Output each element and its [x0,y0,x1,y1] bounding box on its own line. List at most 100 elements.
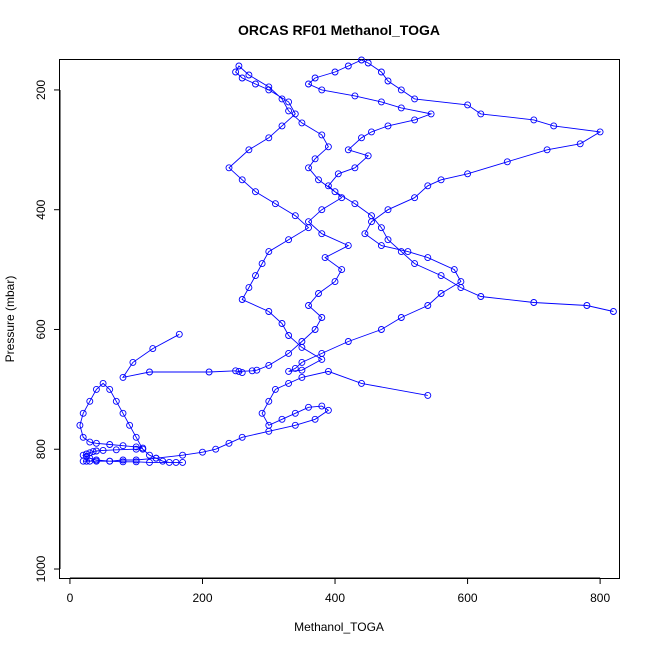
data-point [86,457,94,465]
data-point [311,155,319,163]
data-point [179,458,187,466]
data-point [245,284,253,292]
data-point [285,107,293,115]
data-point [278,122,286,130]
data-point [344,62,352,70]
data-point [232,68,240,76]
data-point [305,403,312,411]
data-point [129,358,137,366]
data-point [424,254,432,262]
data-point [235,367,243,375]
data-point [119,409,127,417]
data-point [285,236,293,244]
x-axis-label: Methanol_TOGA [294,620,384,634]
data-point [361,230,369,238]
x-tick-label: 200 [192,591,212,605]
data-point [265,248,273,256]
data-point [437,272,445,280]
data-point [265,86,273,94]
data-point [146,458,153,466]
data-point [225,439,233,447]
data-point [132,443,140,451]
data-point [179,451,187,459]
data-point [377,242,385,250]
data-point [530,299,538,306]
data-point [477,293,485,300]
data-point [238,296,246,303]
data-point [238,74,246,82]
data-point [278,415,286,423]
data-point [86,438,94,446]
data-point [338,266,346,274]
data-point [318,402,326,410]
data-point [291,212,299,220]
y-tick-label: 800 [34,439,48,459]
data-point [291,364,299,372]
data-point [384,236,392,244]
data-point [83,457,90,465]
data-point [298,119,306,127]
data-point [146,368,153,376]
y-tick-label: 1000 [34,555,48,582]
data-point [126,421,134,429]
data-point [411,194,419,202]
data-point [258,260,266,268]
data-point [397,86,405,94]
data-point [139,445,147,453]
data-point [411,95,419,103]
data-point [172,458,180,466]
data-point [411,116,419,124]
data-point [464,101,472,109]
data-point [550,122,558,130]
data-point [404,248,412,256]
series-0 [119,56,617,381]
data-point [331,278,339,286]
data-point [132,445,140,453]
data-point [106,457,114,465]
data-point [248,367,256,375]
data-point [298,358,306,366]
data-point [384,77,392,85]
series-1 [76,367,432,466]
chart-title: ORCAS RF01 Methanol_TOGA [238,22,440,38]
data-point [321,254,329,262]
data-point [411,260,419,268]
data-point [503,158,511,166]
data-point [311,74,319,82]
data-point [253,366,261,374]
data-point [324,406,332,414]
data-point [334,170,342,178]
x-tick-label: 400 [325,591,345,605]
data-point [344,146,352,154]
data-point [318,86,326,94]
data-point [576,140,584,148]
data-point [238,369,246,377]
data-point [543,146,551,154]
data-point [298,373,306,381]
data-point [159,457,167,465]
x-tick-label: 0 [67,591,74,605]
data-point [318,355,326,363]
data-point [99,379,107,387]
data-point [238,433,246,441]
data-point [278,95,286,103]
data-point [424,182,432,190]
data-point [338,194,346,202]
data-point [232,367,240,375]
data-point [457,284,465,292]
data-point [315,176,322,184]
data-point [397,104,405,112]
data-point [252,272,259,280]
data-point [324,143,332,151]
data-point [265,308,273,315]
data-point [437,290,445,297]
data-point [199,448,206,456]
data-point [368,128,375,136]
data-point [583,302,591,309]
data-point [324,367,332,375]
data-point [351,92,359,100]
data-point [305,164,312,172]
data-point [477,110,485,118]
data-point [377,224,385,232]
